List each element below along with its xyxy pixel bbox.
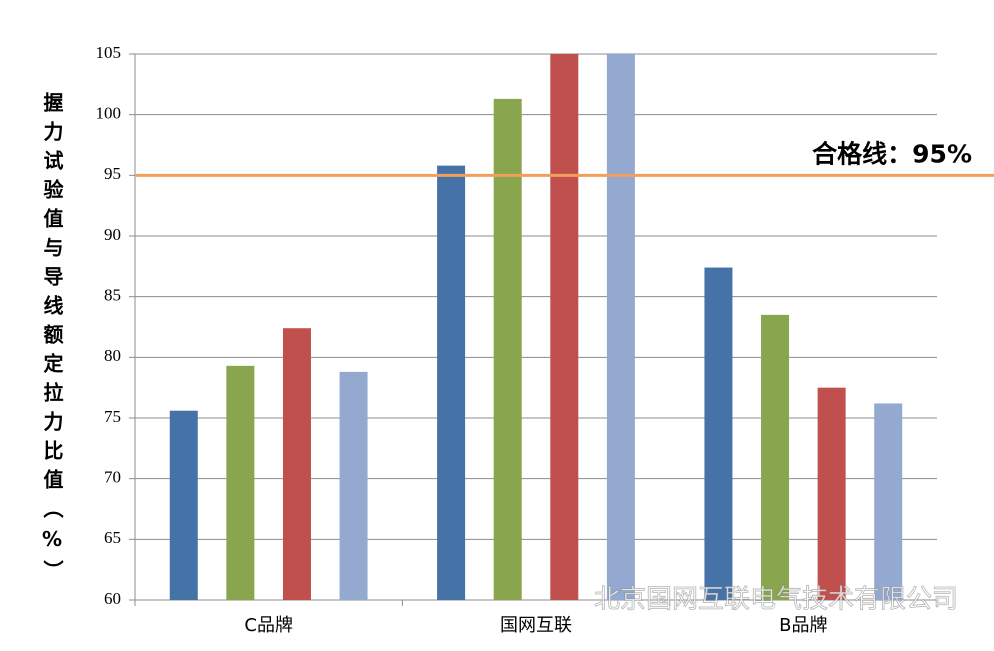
y-tick-label: 65	[104, 528, 121, 547]
bar	[704, 267, 733, 600]
reference-label: 合格线：95%	[812, 139, 972, 168]
bar	[226, 365, 255, 600]
y-tick-label: 90	[104, 225, 121, 244]
bar	[282, 328, 311, 600]
bar	[606, 54, 635, 600]
bar	[437, 165, 466, 601]
y-tick-label: 100	[96, 104, 122, 123]
watermark: 北京国网互联电气技术有限公司	[594, 585, 958, 615]
bar	[761, 314, 790, 600]
bar	[817, 387, 846, 600]
y-tick-label: 75	[104, 407, 121, 426]
bar	[169, 410, 198, 600]
y-tick-label: 105	[96, 43, 122, 62]
y-tick-label: 95	[104, 164, 121, 183]
y-tick-label: 85	[104, 286, 121, 305]
y-tick-label: 80	[104, 346, 121, 365]
bar	[550, 54, 579, 600]
x-tick-label: B品牌	[779, 615, 827, 636]
y-tick-label: 60	[104, 589, 121, 608]
bar	[493, 98, 522, 600]
x-tick-label: 国网互联	[500, 615, 572, 636]
bar	[339, 371, 368, 600]
y-axis-label: 握力试验值与导线额定拉力比值（%）	[40, 92, 64, 589]
x-tick-label: C品牌	[244, 615, 293, 636]
y-tick-label: 70	[104, 468, 121, 487]
bar	[874, 403, 903, 600]
